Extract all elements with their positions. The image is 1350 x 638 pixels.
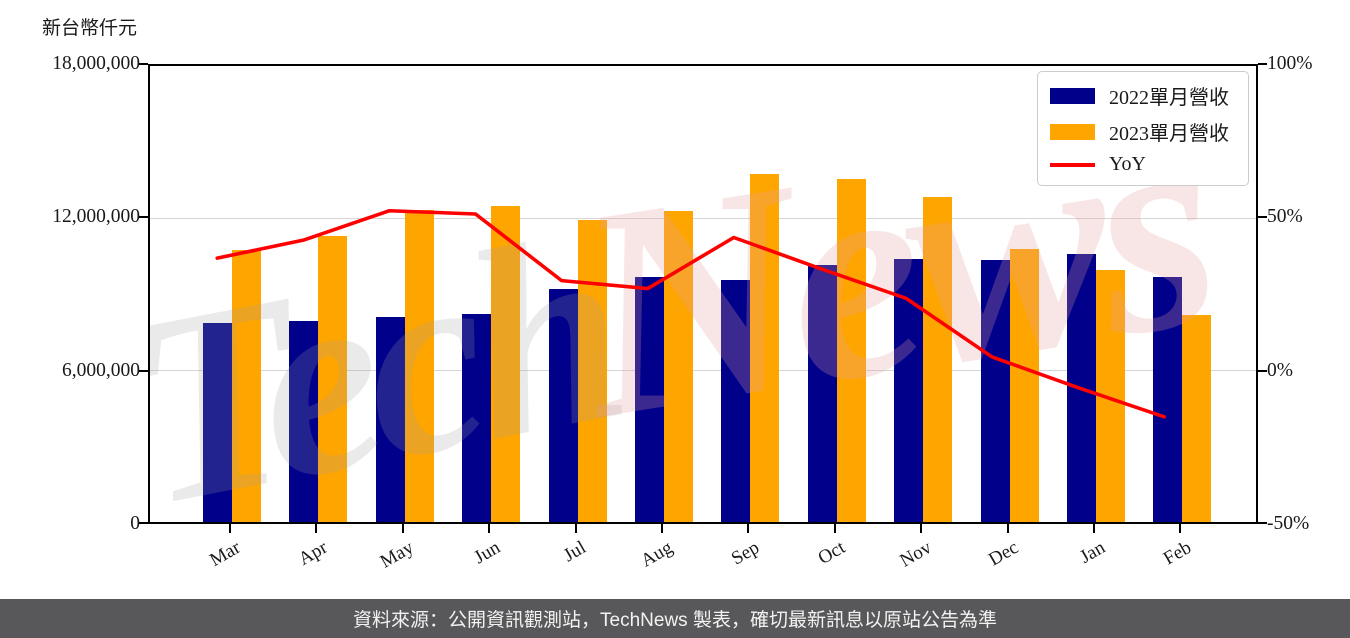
bar-2023-oct xyxy=(836,178,866,522)
tick-mark xyxy=(833,524,836,533)
tick-mark xyxy=(574,524,577,533)
bar-2022-feb xyxy=(1153,276,1183,522)
y-axis-tick-label: 18,000,000 xyxy=(52,53,140,74)
bar-2023-nov xyxy=(923,197,953,522)
tick-mark xyxy=(1179,524,1182,533)
legend-swatch-yoy xyxy=(1050,162,1095,167)
legend-label: 2023單月營收 xyxy=(1109,123,1229,145)
tick-mark xyxy=(139,63,148,65)
x-axis-tick-label: Dec xyxy=(985,537,1023,571)
tick-mark xyxy=(920,524,923,533)
axis-unit-label: 新台幣仟元 xyxy=(42,18,138,39)
tick-mark xyxy=(661,524,663,533)
source-footer: 資料來源：公開資訊觀測站，TechNews 製表，確切最新訊息以原站公告為準 xyxy=(0,599,1350,638)
legend-item-2022: 2022單月營收 xyxy=(1050,81,1236,110)
tick-mark xyxy=(1258,216,1267,219)
gridline-6m xyxy=(150,370,1256,371)
source-footer-text: 資料來源：公開資訊觀測站，TechNews 製表，確切最新訊息以原站公告為準 xyxy=(353,610,997,631)
bar-2022-jul xyxy=(548,288,578,522)
bar-2022-may xyxy=(375,317,405,522)
chart-legend: 2022單月營收 2023單月營收 YoY xyxy=(1037,71,1249,186)
legend-item-yoy: YoY xyxy=(1050,153,1236,176)
bar-2022-apr xyxy=(289,321,319,522)
bar-2022-jun xyxy=(462,313,492,522)
tick-mark xyxy=(1258,522,1267,524)
y-axis-tick-label: 12,000,000 xyxy=(52,206,140,228)
x-axis-tick-label: Nov xyxy=(896,537,936,572)
tick-mark xyxy=(1258,63,1267,65)
x-axis-tick-label: Feb xyxy=(1159,537,1195,570)
x-axis-tick-label: Oct xyxy=(815,537,850,569)
x-axis-tick-label: Jul xyxy=(560,537,591,567)
legend-item-2023: 2023單月營收 xyxy=(1050,117,1236,146)
x-axis-tick-label: Jan xyxy=(1076,537,1109,568)
tick-mark xyxy=(139,216,148,219)
bar-2023-mar xyxy=(232,249,261,522)
yoy-line xyxy=(215,208,1167,419)
bar-2023-sep xyxy=(750,174,780,522)
x-axis-tick-label: May xyxy=(376,537,418,573)
bar-2023-jun xyxy=(491,206,521,522)
x-axis-tick-label: Mar xyxy=(206,537,245,572)
bar-2023-feb xyxy=(1182,314,1212,522)
legend-label: 2022單月營收 xyxy=(1109,87,1229,109)
x-axis-tick-label: Apr xyxy=(294,537,331,570)
tick-mark xyxy=(1006,524,1009,533)
grid-layer xyxy=(150,66,1256,522)
tick-mark xyxy=(747,524,750,533)
bar-2022-oct xyxy=(807,264,837,522)
bars-layer xyxy=(150,66,1256,522)
y-axis-tick-label: 6,000,000 xyxy=(62,359,140,381)
bar-2023-apr xyxy=(318,235,348,522)
tick-mark xyxy=(401,524,404,533)
y2-axis-tick-label: -50% xyxy=(1267,513,1310,534)
tick-mark xyxy=(488,524,491,533)
bar-2022-mar xyxy=(203,322,232,522)
y-axis-tick-label: 0 xyxy=(130,513,140,534)
x-axis-tick-label: Jun xyxy=(470,537,504,569)
tick-mark xyxy=(1258,369,1267,372)
tick-mark xyxy=(1093,524,1095,533)
gridline-12m xyxy=(150,217,1256,219)
y2-axis-tick-label: 50% xyxy=(1267,206,1303,228)
tick-mark xyxy=(229,524,231,533)
x-axis-tick-label: Sep xyxy=(727,537,763,570)
bar-2023-may xyxy=(404,209,434,522)
x-axis-tick-label: Aug xyxy=(637,537,677,572)
bar-2022-dec xyxy=(980,260,1010,522)
legend-label: YoY xyxy=(1109,153,1146,175)
tick-mark xyxy=(139,522,148,524)
bar-2022-nov xyxy=(894,259,924,522)
tick-mark xyxy=(139,369,148,372)
legend-swatch-2022 xyxy=(1050,87,1095,104)
tick-mark xyxy=(315,524,318,533)
bar-2022-sep xyxy=(721,280,751,522)
bar-2022-aug xyxy=(635,276,664,522)
legend-swatch-2023 xyxy=(1050,123,1095,140)
y2-axis-tick-label: 100% xyxy=(1267,53,1313,74)
bar-2023-dec xyxy=(1009,248,1039,522)
bar-2023-jul xyxy=(577,220,607,522)
y2-axis-tick-label: 0% xyxy=(1267,359,1293,381)
